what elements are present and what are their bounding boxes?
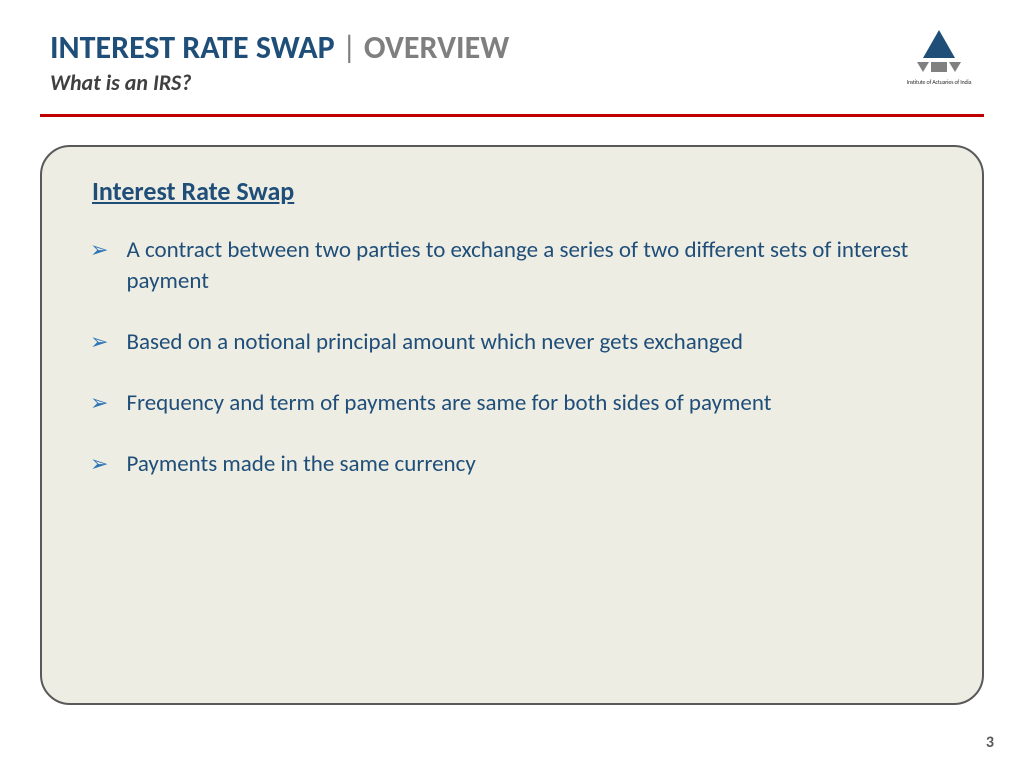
arrow-icon: ➢	[90, 327, 108, 358]
logo: Institute of Actuaries of India	[904, 28, 974, 86]
arrow-icon: ➢	[90, 235, 108, 266]
arrow-icon: ➢	[90, 388, 108, 419]
content-box: Interest Rate Swap ➢ A contract between …	[40, 145, 984, 705]
title-primary: INTEREST RATE SWAP	[50, 28, 335, 67]
slide-header: INTEREST RATE SWAP | OVERVIEW What is an…	[0, 0, 1024, 106]
bullet-text: Payments made in the same currency	[126, 449, 475, 480]
bullet-item: ➢ A contract between two parties to exch…	[82, 235, 942, 297]
logo-icon	[911, 28, 967, 76]
title-secondary: OVERVIEW	[364, 28, 509, 67]
bullet-text: A contract between two parties to exchan…	[126, 235, 942, 297]
bullet-item: ➢ Payments made in the same currency	[82, 449, 942, 480]
bullet-item: ➢ Frequency and term of payments are sam…	[82, 388, 942, 419]
content-box-title: Interest Rate Swap	[92, 175, 942, 207]
header-divider	[40, 114, 984, 117]
slide-title: INTEREST RATE SWAP | OVERVIEW	[50, 30, 974, 65]
arrow-icon: ➢	[90, 449, 108, 480]
bullet-list: ➢ A contract between two parties to exch…	[82, 235, 942, 480]
bullet-item: ➢ Based on a notional principal amount w…	[82, 327, 942, 358]
logo-caption: Institute of Actuaries of India	[904, 78, 974, 86]
title-separator: |	[335, 28, 364, 67]
bullet-text: Frequency and term of payments are same …	[126, 388, 771, 419]
bullet-text: Based on a notional principal amount whi…	[126, 327, 743, 358]
slide-subtitle: What is an IRS?	[50, 69, 974, 96]
page-number: 3	[986, 733, 994, 752]
